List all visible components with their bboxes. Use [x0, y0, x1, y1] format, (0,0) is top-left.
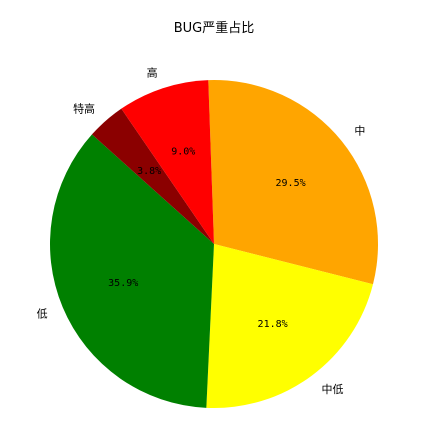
pie-slice-2 — [50, 134, 215, 408]
pct-label-2: 35.9% — [108, 278, 138, 289]
pct-label-3: 3.8% — [137, 166, 161, 177]
category-label-2: 低 — [37, 308, 48, 321]
category-label-4: 高 — [147, 66, 158, 80]
pie-slice-1 — [206, 244, 373, 408]
pie-slices — [50, 80, 379, 408]
chart-title: BUG严重占比 — [174, 20, 255, 36]
category-label-0: 中 — [354, 125, 365, 138]
pct-labels: 29.5% 21.8% 35.9% 3.8% 9.0% — [108, 147, 305, 331]
category-labels: 中中低 低 特高 高 — [37, 66, 366, 396]
pct-label-4: 9.0% — [171, 147, 195, 158]
pie-slice-4 — [121, 80, 214, 244]
pct-label-0: 29.5% — [276, 178, 306, 189]
category-label-3: 特高 — [73, 101, 95, 115]
category-label-1: 中低 — [321, 383, 343, 396]
pie-slice-3 — [91, 108, 214, 244]
pct-label-1: 21.8% — [258, 319, 288, 330]
pie-slice-0 — [208, 80, 379, 285]
